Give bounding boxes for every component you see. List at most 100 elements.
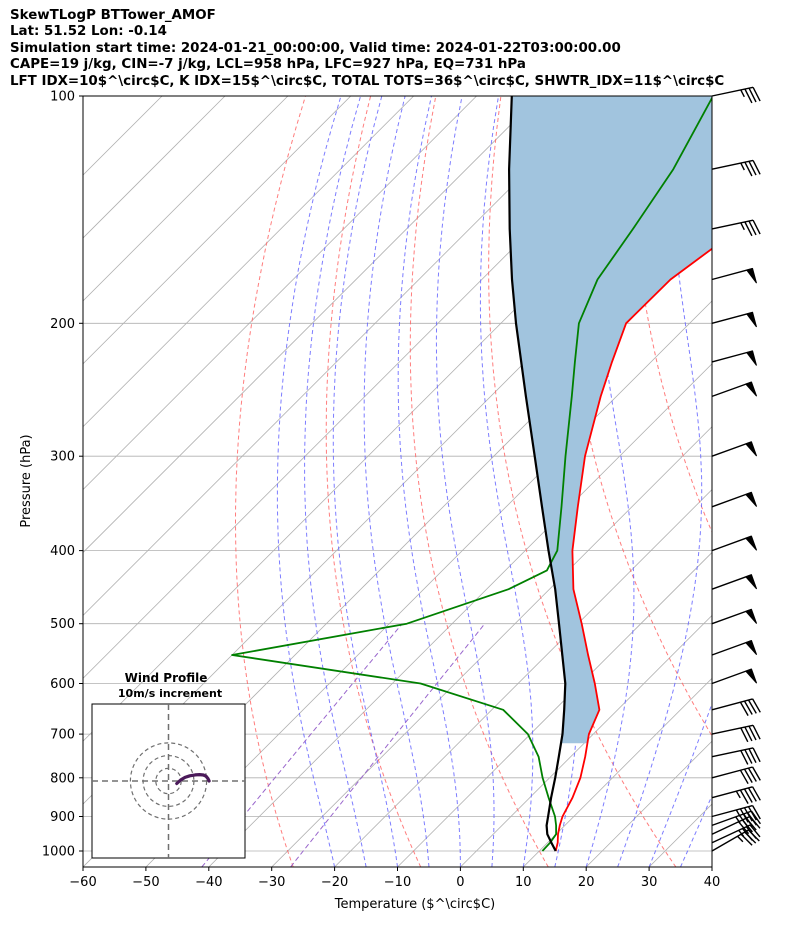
barb-full [743,768,753,783]
barb-full [752,160,761,175]
isotherm--40 [208,363,712,867]
barb-shaft [711,668,752,685]
isotherm--120 [83,96,477,491]
barb-shaft [711,698,753,711]
barb-shaft [711,747,754,758]
barb-full [752,219,761,235]
moist-adiabat--15 [304,96,367,867]
barb-shaft [711,804,753,818]
wind-barb-175 [711,267,757,284]
mixing-ratio-0.4 [290,623,486,867]
time-line: Simulation start time: 2024-01-21_00:00:… [10,40,621,56]
moist-adiabat-30 [648,702,712,867]
barb-shaft [711,786,753,799]
barb-shaft [711,535,752,552]
wind-barb-450 [711,574,758,590]
barb-full [744,161,753,177]
barb-full [752,724,761,740]
barb-shaft [711,381,752,398]
barb-shaft [711,159,754,170]
barb-full [752,86,761,102]
indices-line-2: LFT IDX=10$^\circ$C, K IDX=15$^\circ$C, … [10,73,725,89]
x-tick-label: 0 [456,875,464,890]
barb-flag [745,311,757,328]
wind-barb-975 [711,824,761,844]
y-tick-label: 700 [50,728,75,743]
wind-barbs [711,86,761,852]
barb-full [739,769,749,785]
barb-half [738,829,745,837]
y-tick-label: 800 [50,771,75,786]
barb-full [751,805,761,820]
barb-full [739,701,749,716]
isotherm-40 [711,866,712,867]
barb-full [752,747,761,763]
y-tick-label: 300 [50,450,75,465]
barb-full [747,767,757,782]
barb-full [739,814,750,829]
axes: −60 −50 −40 −30 −20 −10 0 10 20 30 40 100 200 300 400 5… [42,90,720,891]
barb-shaft [711,766,753,779]
x-tick-label: −40 [195,875,222,890]
isotherm--160 [83,96,226,239]
hodograph-title: Wind Profile [125,671,208,685]
moist-adiabat-10 [479,96,534,867]
temperature-line [554,247,712,852]
header: SkewTLogP BTTower_AMOF Lat: 51.52 Lon: -… [10,8,790,90]
moist-adiabat--20 [276,96,342,867]
moist-adiabat--5 [363,96,430,867]
barb-full [744,726,753,742]
y-tick-label: 1000 [42,845,75,860]
barb-full [748,160,757,176]
barb-half [735,809,741,818]
x-tick-label: −30 [258,875,285,890]
hodograph-inset: Wind Profile 10m/s increment [91,671,246,859]
y-tick-label: 200 [50,317,75,332]
cape-area [509,96,712,744]
barb-shaft [711,639,752,656]
wind-barb-800 [711,766,761,785]
barb-half [740,162,745,171]
barb-full [751,786,761,801]
y-axis-label: Pressure (hPa) [19,434,34,527]
x-tick-label: −10 [384,875,411,890]
dry-adiabat--30 [235,96,306,867]
barb-full [749,824,761,838]
x-tick-label: 20 [578,875,595,890]
barb-full [747,787,757,802]
dry-adiabat-10 [409,96,549,867]
x-tick-label: 30 [641,875,658,890]
barb-full [739,789,749,804]
barb-half [740,222,745,231]
mixing-ratio-lines [201,623,486,867]
wind-barb-700 [711,724,761,743]
location-line: Lat: 51.52 Lon: -0.14 [10,24,167,40]
wind-barb-850 [711,786,761,804]
wind-barb-900 [711,804,761,823]
dry-adiabat-110 [762,96,794,867]
barb-shaft [711,491,752,508]
x-tick-label: 40 [704,875,721,890]
barb-full [739,808,749,823]
hodograph-trace [175,772,211,786]
barb-full [748,725,757,741]
isotherm-10 [523,677,712,867]
barb-shaft [711,86,754,97]
dewpoint-line [231,96,712,852]
isotherm--50 [145,300,712,867]
barb-full [747,699,757,714]
cape-fill [509,96,712,744]
wind-barb-350 [711,491,758,508]
barb-full [740,727,749,743]
barb-flag [745,350,757,366]
barb-shaft [711,311,753,324]
y-tick-label: 500 [50,617,75,632]
barb-shaft [711,574,752,590]
barb-full [743,807,753,822]
isotherm--110 [83,96,540,554]
barb-full [748,87,757,103]
barb-shaft [711,267,753,281]
wind-barb-500 [711,608,758,625]
chart-title: SkewTLogP BTTower_AMOF [10,8,216,23]
moist-adiabat--10 [332,96,398,867]
